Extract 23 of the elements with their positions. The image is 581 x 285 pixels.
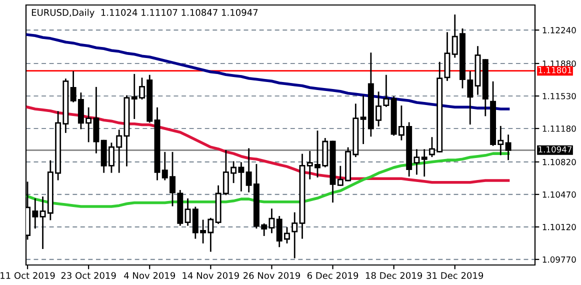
- x-tick-label: 4 Nov 2019: [124, 272, 176, 279]
- y-tick-label: 1.11880: [542, 60, 576, 67]
- y-tick-label: 1.10120: [542, 224, 576, 230]
- y-tick-label: 1.09770: [542, 256, 576, 263]
- y-tick-label: 1.10820: [542, 158, 576, 166]
- y-tick-label: 1.11180: [542, 125, 576, 132]
- y-tick-label: 1.12240: [542, 27, 576, 34]
- candlestick: [421, 149, 428, 177]
- candlestick: [505, 134, 512, 160]
- ref-line-label: 1.11801: [538, 66, 572, 74]
- y-tick-label: 1.10470: [542, 191, 576, 198]
- chart-title: EURUSD,Daily 1.11024 1.11107 1.10847 1.10947: [32, 8, 258, 18]
- x-tick-label: 11 Oct 2019: [0, 272, 55, 279]
- x-tick-label: 26 Nov 2019: [243, 272, 300, 279]
- y-tick-label: 1.11530: [542, 92, 576, 100]
- x-tick-label: 6 Dec 2019: [307, 272, 358, 279]
- candlestick: [292, 212, 298, 258]
- x-tick-label: 18 Dec 2019: [366, 272, 422, 279]
- x-tick-label: 31 Dec 2019: [426, 272, 484, 279]
- ref-line-label: 1.10947: [538, 146, 572, 153]
- x-tick-label: 14 Nov 2019: [182, 272, 239, 279]
- x-tick-label: 23 Oct 2019: [61, 272, 116, 279]
- line-series: [26, 33, 510, 110]
